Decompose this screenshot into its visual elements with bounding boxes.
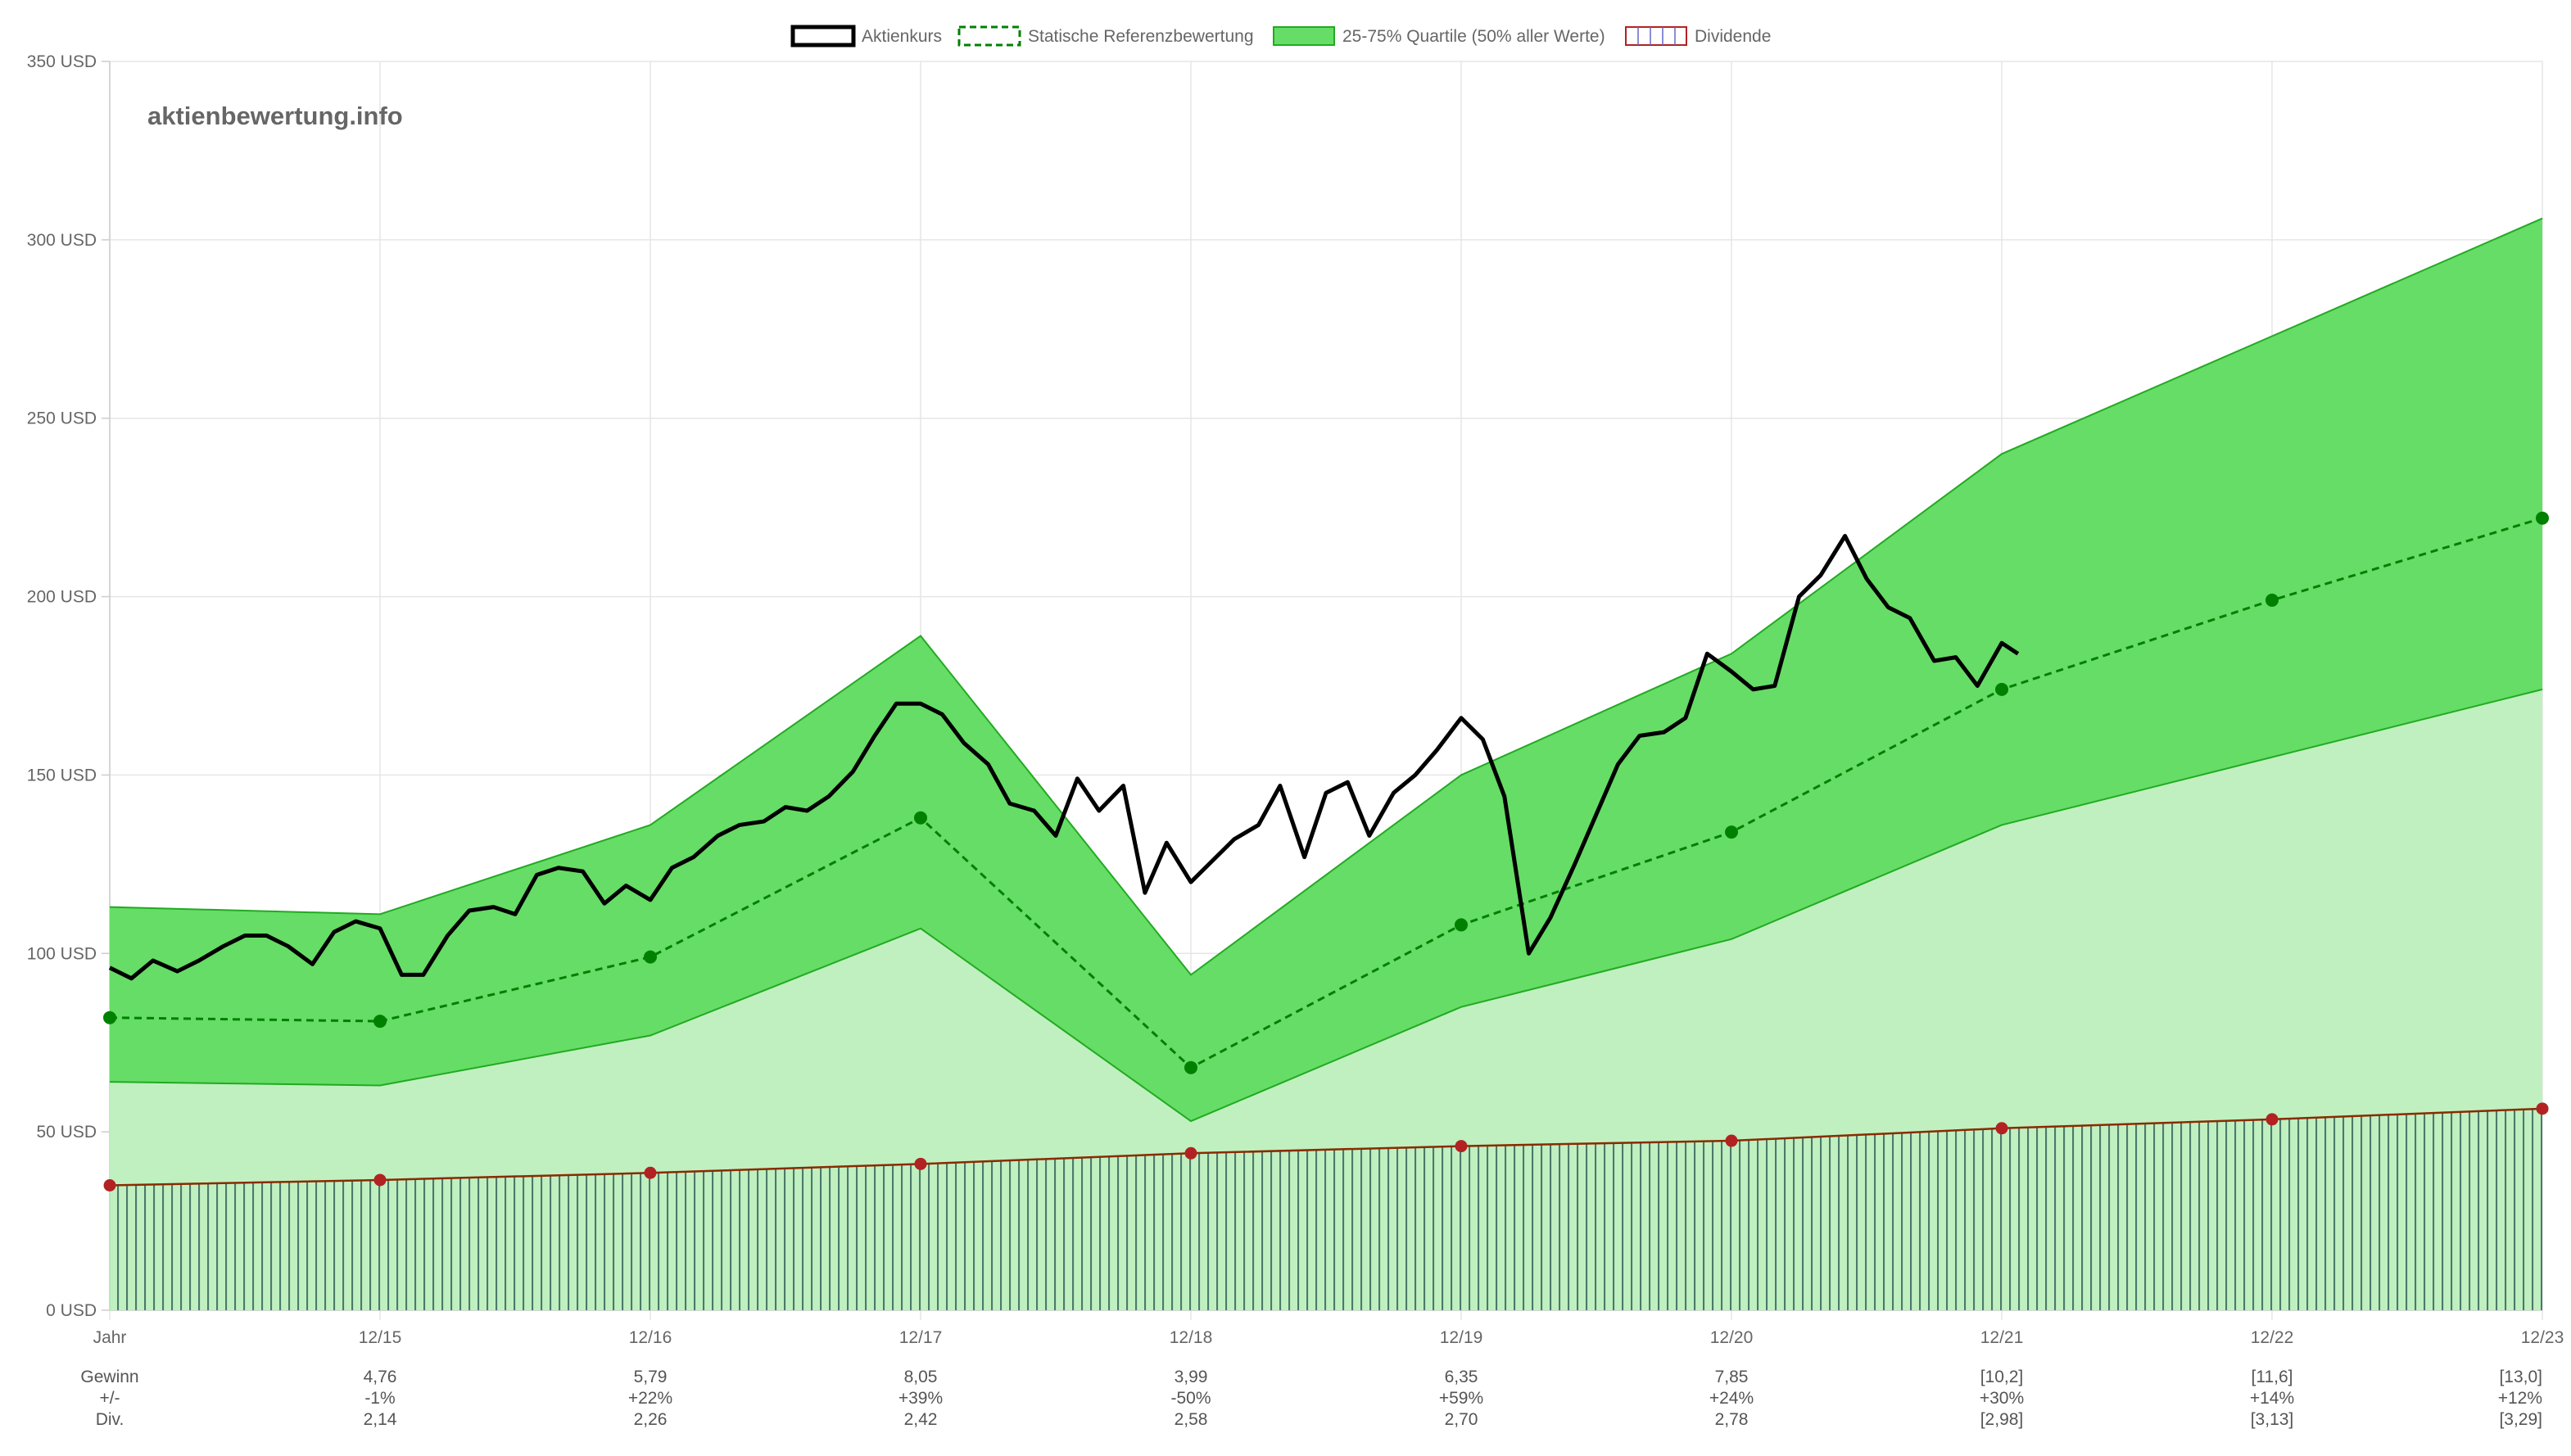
dividend-area: [110, 1108, 2542, 1310]
footer-cell: 8,05: [904, 1368, 938, 1386]
reference-point: [103, 1011, 116, 1024]
watermark: aktienbewertung.info: [147, 102, 403, 130]
quartile-lower-line: [109, 688, 2543, 1123]
footer-cell: +22%: [628, 1389, 672, 1408]
footer-cell: +59%: [1439, 1389, 1483, 1408]
reference-point: [2265, 593, 2279, 607]
x-tick-label: 12/16: [629, 1328, 672, 1347]
dividend-layer: [103, 1102, 2549, 1310]
footer-table: Gewinn 4,76 5,79 8,05 3,99 6,35 7,85 [10,2] [11,…: [80, 1368, 2542, 1429]
dividend-point: [103, 1179, 116, 1191]
footer-cell: [11,6]: [2252, 1368, 2293, 1386]
footer-cell: 2,70: [1445, 1410, 1478, 1429]
footer-cell: [2,98]: [1980, 1410, 2024, 1429]
dividend-point: [914, 1157, 927, 1170]
footer-cell: [13,0]: [2499, 1368, 2542, 1386]
price-line: [108, 534, 2020, 981]
reference-point: [373, 1015, 387, 1029]
footer-cell: 2,58: [1175, 1410, 1208, 1429]
footer-cell: +14%: [2250, 1389, 2294, 1408]
reference-point: [1184, 1060, 1197, 1074]
reference-line: [109, 517, 2543, 1069]
y-tick-label: 250 USD: [27, 409, 97, 428]
footer-cell: 7,85: [1715, 1368, 1749, 1386]
quartile-upper-line: [109, 217, 2543, 976]
footer-cell: 4,76: [364, 1368, 397, 1386]
footer-cell: 2,78: [1715, 1410, 1749, 1429]
legend-swatch: [1625, 26, 1687, 46]
footer-row-label: Gewinn: [80, 1368, 138, 1386]
reference-point: [1725, 825, 1738, 839]
reference-point: [644, 950, 657, 964]
reference-point: [2536, 511, 2549, 525]
x-tick-label: 12/18: [1170, 1328, 1213, 1347]
footer-row-label: Div.: [96, 1410, 124, 1429]
x-tick-label: 12/22: [2251, 1328, 2294, 1347]
price-layer: [108, 534, 2020, 981]
dividend-point: [1184, 1146, 1197, 1160]
x-tick-label: 12/23: [2521, 1328, 2564, 1347]
y-tick-label: 200 USD: [27, 588, 97, 607]
dividend-line: [109, 1107, 2543, 1187]
footer-cell: [3,13]: [2251, 1410, 2294, 1429]
footer-cell: 3,99: [1175, 1368, 1208, 1386]
reference-point: [1455, 918, 1468, 932]
x-tick-label: 12/19: [1440, 1328, 1483, 1347]
y-tick-label: 300 USD: [27, 231, 97, 250]
x-tick-label: 12/20: [1710, 1328, 1754, 1347]
legend-swatch: [957, 25, 1021, 47]
footer-cell: +39%: [898, 1389, 943, 1408]
dividend-point: [1995, 1122, 2008, 1135]
y-tick-label: 150 USD: [27, 766, 97, 785]
legend-swatch: [1273, 26, 1335, 46]
footer-cell: [3,29]: [2499, 1410, 2542, 1429]
legend-label: 25-75% Quartile (50% aller Werte): [1342, 27, 1605, 46]
reference-layer: [103, 511, 2549, 1074]
footer-cell: 2,26: [634, 1410, 668, 1429]
dividend-point: [644, 1166, 657, 1179]
footer-cell: 5,79: [634, 1368, 668, 1386]
dividend-point: [373, 1173, 387, 1187]
footer-row-label: +/-: [99, 1389, 120, 1408]
footer-cell: [10,2]: [1980, 1368, 2024, 1386]
legend: Aktienkurs Statische Referenzbewertung 25-…: [790, 25, 1771, 47]
y-axis: 0 USD 50 USD 100 USD 150 USD 200 USD 250 USD 3…: [27, 52, 97, 1320]
legend-label: Aktienkurs: [862, 27, 942, 46]
dividend-point: [1725, 1134, 1738, 1147]
quartile-band: [110, 218, 2542, 1122]
footer-cell: 6,35: [1445, 1368, 1478, 1386]
footer-cell: +12%: [2498, 1389, 2542, 1408]
y-tick-label: 50 USD: [36, 1123, 97, 1142]
dividend-point: [1455, 1140, 1468, 1153]
footer-cell: +30%: [1980, 1389, 2024, 1408]
reference-point: [914, 811, 927, 825]
x-tick-label: 12/17: [899, 1328, 943, 1347]
footer-cell: -1%: [364, 1389, 395, 1408]
x-tick-label: 12/15: [359, 1328, 402, 1347]
legend-swatch: [790, 25, 856, 47]
footer-cell: 2,14: [364, 1410, 397, 1429]
y-tick-label: 0 USD: [46, 1301, 97, 1320]
footer-cell: +24%: [1709, 1389, 1754, 1408]
x-tick-label: Jahr: [93, 1328, 127, 1347]
footer-cell: -50%: [1170, 1389, 1211, 1408]
x-tick-label: 12/21: [1980, 1328, 2024, 1347]
reference-point: [1995, 682, 2008, 696]
legend-label: Statische Referenzbewertung: [1028, 27, 1254, 46]
legend-label: Dividende: [1695, 27, 1771, 46]
x-axis: Jahr 12/15 12/16 12/17 12/18 12/19 12/20 12/21 1…: [93, 1328, 2564, 1347]
footer-cell: 2,42: [904, 1410, 938, 1429]
dividend-point: [2265, 1113, 2279, 1126]
y-tick-label: 350 USD: [27, 52, 97, 71]
dividend-point: [2536, 1102, 2549, 1115]
y-tick-label: 100 USD: [27, 944, 97, 963]
